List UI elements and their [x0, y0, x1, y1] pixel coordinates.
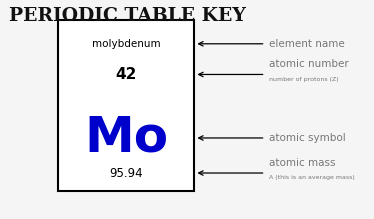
- Text: 42: 42: [116, 67, 137, 82]
- Text: atomic mass: atomic mass: [269, 157, 336, 168]
- Text: element name: element name: [269, 39, 345, 49]
- Text: 95.94: 95.94: [110, 166, 143, 180]
- Text: molybdenum: molybdenum: [92, 39, 160, 49]
- Text: atomic number: atomic number: [269, 59, 349, 69]
- Text: PERIODIC TABLE KEY: PERIODIC TABLE KEY: [9, 7, 246, 25]
- Text: A (this is an average mass): A (this is an average mass): [269, 175, 355, 180]
- Text: number of protons (Z): number of protons (Z): [269, 77, 339, 82]
- Text: atomic symbol: atomic symbol: [269, 133, 346, 143]
- Text: Mo: Mo: [84, 114, 168, 162]
